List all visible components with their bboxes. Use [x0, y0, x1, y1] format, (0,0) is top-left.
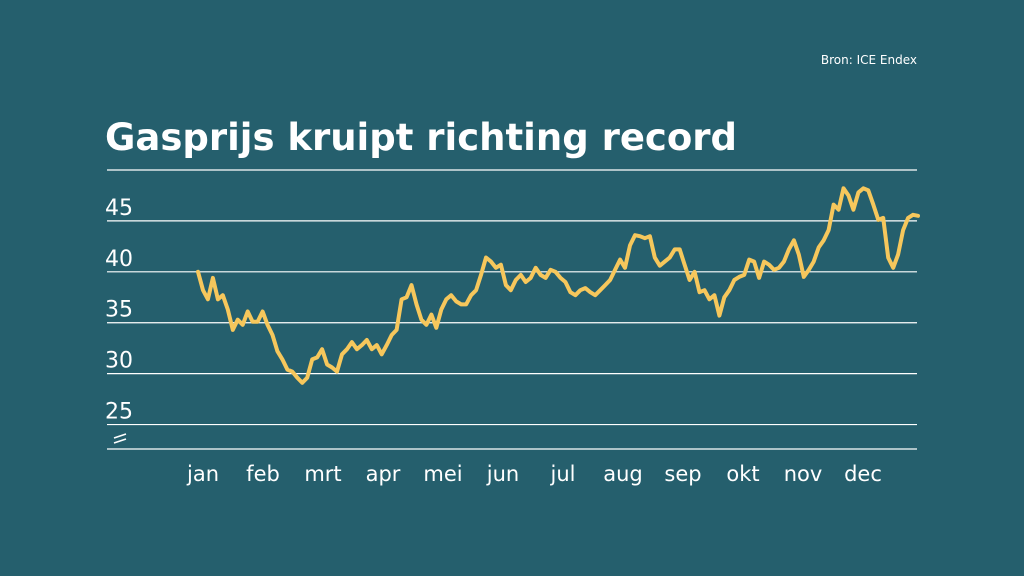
x-tick-label: jul: [550, 462, 576, 486]
y-tick-label: 45: [105, 196, 133, 221]
x-tick-label: nov: [784, 462, 823, 486]
chart-title: Gasprijs kruipt richting record: [105, 116, 737, 159]
x-tick-label: aug: [603, 462, 643, 486]
source: Bron: ICE Endex: [821, 53, 917, 67]
axis-break: [113, 433, 127, 444]
x-tick-label: dec: [844, 462, 882, 486]
y-tick-label: 35: [105, 298, 133, 323]
x-tick-label: jan: [186, 462, 219, 486]
x-tick-label: feb: [246, 462, 280, 486]
y-tick-label: 30: [105, 349, 133, 374]
x-tick-label: okt: [726, 462, 759, 486]
x-tick-label: sep: [664, 462, 701, 486]
x-tick-label: mei: [423, 462, 462, 486]
x-tick-label: jun: [486, 462, 519, 486]
x-tick-label: mrt: [304, 462, 341, 486]
y-tick-label: 40: [105, 247, 133, 272]
x-tick-label: apr: [366, 462, 401, 486]
price-line: [196, 186, 920, 385]
y-tick-label: 25: [105, 400, 133, 425]
